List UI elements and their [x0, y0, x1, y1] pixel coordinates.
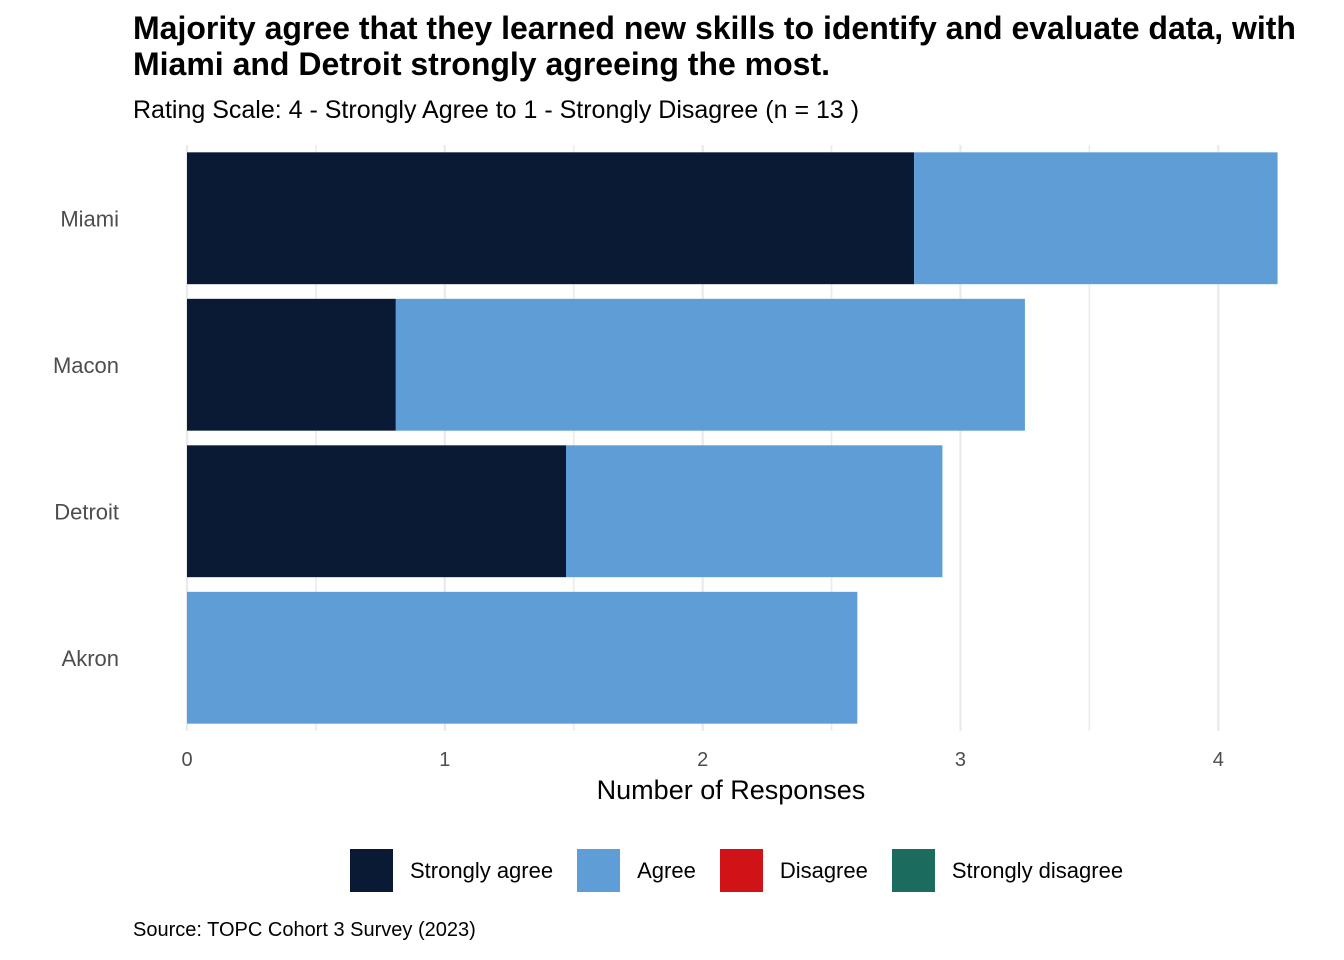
y-tick-label-macon: Macon	[53, 353, 119, 378]
stacked-bar-chart: Miami Macon Detroit Akron 0 1 2 3 4 Number of Res…	[53, 145, 1278, 805]
x-tick-label: 3	[955, 749, 966, 771]
x-tick-label: 0	[181, 749, 192, 771]
y-tick-label-akron: Akron	[62, 646, 119, 671]
bar-agree-detroit	[565, 445, 943, 578]
bar-agree-akron	[187, 591, 858, 724]
source-note: Source: TOPC Cohort 3 Survey (2023)	[133, 919, 476, 941]
legend-swatch-strongly-disagree	[891, 849, 935, 892]
legend-swatch-strongly-agree	[350, 849, 393, 892]
y-tick-label-miami: Miami	[60, 206, 119, 231]
bar-strongly-agree-macon	[187, 298, 396, 431]
legend-item-strongly-disagree: Strongly disagree	[891, 849, 1124, 892]
bar-agree-macon	[395, 298, 1025, 431]
legend-item-agree: Agree	[577, 849, 696, 892]
chart-subtitle: Rating Scale: 4 - Strongly Agree to 1 - …	[133, 96, 860, 124]
legend-label-strongly-disagree: Strongly disagree	[951, 857, 1124, 883]
x-tick-label: 2	[697, 749, 708, 771]
legend-label-disagree: Disagree	[779, 857, 868, 883]
x-axis-label: Number of Responses	[597, 775, 866, 805]
bar-strongly-agree-detroit	[187, 445, 566, 578]
legend-label-strongly-agree: Strongly agree	[410, 857, 554, 883]
bar-strongly-agree-miami	[187, 152, 915, 285]
legend-label-agree: Agree	[637, 857, 696, 883]
legend: Strongly agree Agree Disagree Strongly d…	[350, 849, 1147, 892]
legend-swatch-agree	[577, 849, 621, 892]
legend-item-disagree: Disagree	[719, 849, 868, 892]
legend-swatch-disagree	[719, 849, 763, 892]
y-tick-label-detroit: Detroit	[54, 499, 119, 524]
legend-item-strongly-agree: Strongly agree	[350, 849, 553, 892]
x-tick-label: 1	[439, 749, 450, 771]
bar-agree-miami	[914, 152, 1278, 285]
x-tick-label: 4	[1213, 749, 1224, 771]
chart-title: Majority agree that they learned new ski…	[133, 10, 1296, 82]
